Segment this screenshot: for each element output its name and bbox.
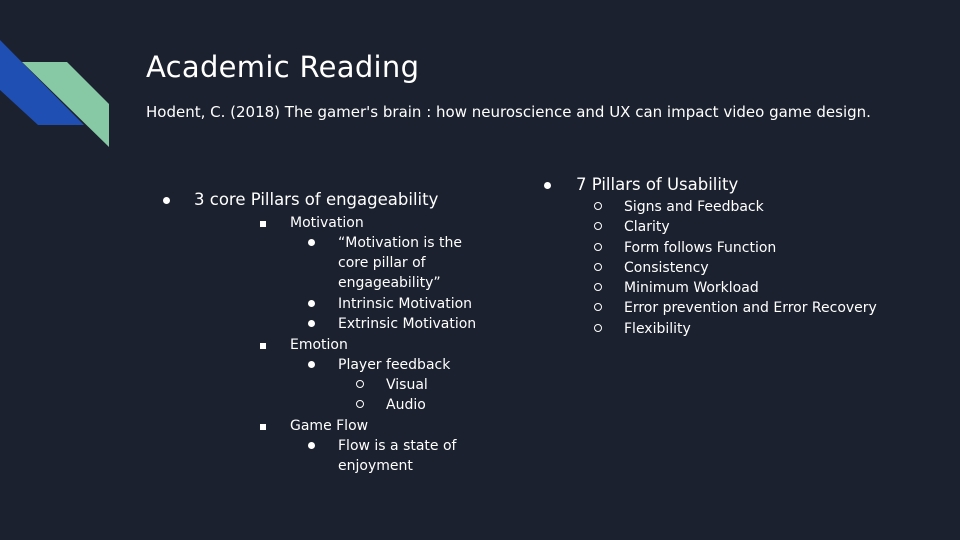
emotion-item: Emotion — [260, 335, 348, 355]
bullet-ring — [594, 283, 602, 291]
usability-item-label: Signs and Feedback — [624, 199, 764, 215]
corner-decoration — [0, 40, 109, 147]
game-flow-item: Game Flow — [260, 416, 369, 436]
usability-item: Form follows Function — [594, 238, 777, 258]
blue-stripe — [0, 40, 84, 125]
intrinsic-item: Intrinsic Motivation — [308, 294, 473, 314]
bullet-square — [260, 221, 266, 227]
bullet-dot — [308, 361, 315, 368]
bullet-dot — [308, 320, 315, 327]
bullet-dot — [544, 182, 551, 189]
flow-label: Flow is a state of enjoyment — [338, 438, 457, 475]
bullet-ring — [356, 400, 364, 408]
usability-item-label: Error prevention and Error Recovery — [624, 300, 877, 316]
visual-item: Visual — [356, 375, 428, 395]
bullet-ring — [594, 222, 602, 230]
motivation-item: Motivation — [260, 213, 364, 233]
usability-heading: 7 Pillars of Usability — [576, 175, 739, 194]
usability-item-label: Form follows Function — [624, 240, 777, 256]
bullet-square — [260, 424, 266, 430]
visual-label: Visual — [386, 377, 428, 393]
bullet-dot — [308, 300, 315, 307]
bullet-dot — [308, 239, 315, 246]
bullet-ring — [594, 303, 602, 311]
citation-subtitle: Hodent, C. (2018) The gamer's brain : ho… — [146, 103, 871, 121]
game-flow-label: Game Flow — [290, 418, 369, 434]
green-stripe — [22, 62, 109, 147]
extrinsic-label: Extrinsic Motivation — [338, 316, 477, 332]
motivation-label: Motivation — [290, 215, 364, 231]
intrinsic-label: Intrinsic Motivation — [338, 296, 473, 312]
flow-item: Flow is a state of enjoyment — [308, 436, 463, 476]
usability-item: Minimum Workload — [594, 278, 759, 298]
bullet-dot — [308, 442, 315, 449]
engageability-heading-item: 3 core Pillars of engageability — [163, 190, 439, 210]
bullet-square — [260, 343, 266, 349]
usability-item: Signs and Feedback — [594, 197, 764, 217]
usability-item-label: Minimum Workload — [624, 280, 759, 296]
usability-item-label: Flexibility — [624, 321, 691, 337]
usability-item: Error prevention and Error Recovery — [594, 298, 877, 318]
usability-list: 7 Pillars of Usability Signs and Feedbac… — [540, 0, 960, 540]
bullet-ring — [594, 202, 602, 210]
bullet-dot — [163, 197, 170, 204]
audio-item: Audio — [356, 395, 426, 415]
usability-heading-item: 7 Pillars of Usability — [544, 175, 739, 195]
bullet-ring — [356, 380, 364, 388]
motivation-quote: “Motivation is the core pillar of engage… — [338, 235, 463, 292]
usability-item: Clarity — [594, 217, 670, 237]
usability-item: Consistency — [594, 258, 709, 278]
extrinsic-item: Extrinsic Motivation — [308, 314, 477, 334]
bullet-ring — [594, 243, 602, 251]
engageability-heading: 3 core Pillars of engageability — [194, 190, 439, 209]
player-feedback-label: Player feedback — [338, 357, 451, 373]
bullet-ring — [594, 324, 602, 332]
bullet-ring — [594, 263, 602, 271]
usability-item: Flexibility — [594, 319, 691, 339]
slide-title: Academic Reading — [146, 50, 420, 84]
player-feedback-item: Player feedback — [308, 355, 451, 375]
motivation-quote-item: “Motivation is the core pillar of engage… — [308, 233, 466, 294]
audio-label: Audio — [386, 397, 426, 413]
emotion-label: Emotion — [290, 337, 348, 353]
usability-item-label: Clarity — [624, 219, 670, 235]
usability-item-label: Consistency — [624, 260, 709, 276]
engageability-list: 3 core Pillars of engageability Motivati… — [163, 190, 477, 476]
